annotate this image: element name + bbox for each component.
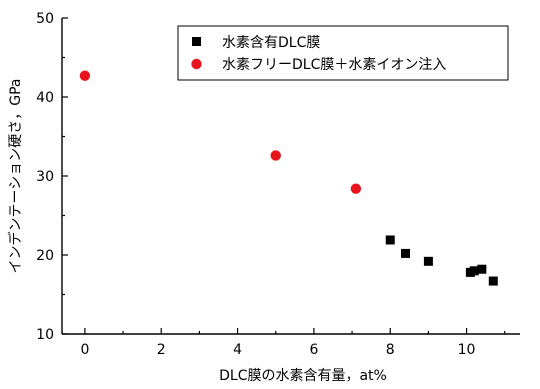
data-point-circle [350,183,362,194]
x-tick-label: 0 [80,342,89,358]
y-tick-label: 10 [36,327,54,343]
x-tick-label: 6 [309,342,318,358]
y-tick-label: 30 [36,169,54,185]
data-point-square [488,276,498,286]
data-point-square [385,235,395,245]
y-tick-label: 20 [36,248,54,264]
data-point-circle [79,70,91,81]
y-axis-title: インデンテーション硬さ，GPa [7,79,24,274]
plot-area: 0 2 4 6 8 10 10 20 30 40 50 [36,11,520,358]
data-point-square [477,264,487,274]
data-point-square [401,248,410,258]
legend-marker-hydrogen-free-dlc [191,58,202,70]
data-point-square [423,256,433,266]
x-tick-label: 4 [233,342,242,358]
legend-label-hydrogen-dlc: 水素含有DLC膜 [222,35,320,51]
legend-label-hydrogen-free-dlc: 水素フリーDLC膜＋水素イオン注入 [222,57,446,73]
data-point-circle [270,150,281,161]
x-axis-title: DLC膜の水素含有量，at% [219,368,387,384]
data-marks [79,70,498,286]
ticks-group: 0 2 4 6 8 10 10 20 30 40 50 [36,11,506,358]
y-tick-label: 40 [36,90,54,106]
x-tick-label: 2 [157,342,166,358]
x-tick-label: 10 [458,342,476,358]
legend: 水素含有DLC膜 水素フリーDLC膜＋水素イオン注入 [177,25,509,81]
legend-marker-hydrogen-dlc [192,37,201,46]
x-tick-label: 8 [386,342,395,358]
y-tick-label: 50 [36,11,54,27]
legend-box [177,25,509,81]
data-point-square [469,266,479,276]
